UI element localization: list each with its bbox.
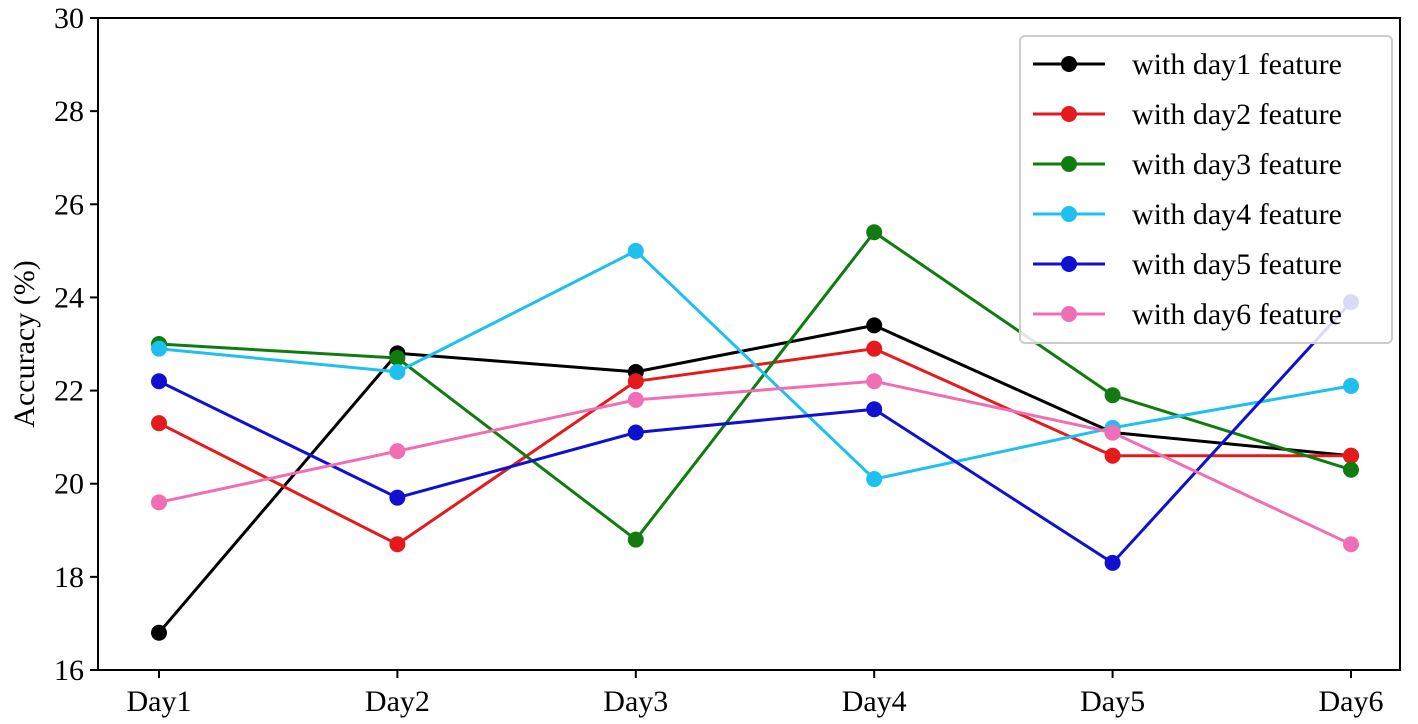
data-point xyxy=(389,363,406,380)
series-line xyxy=(158,379,1352,546)
y-axis-label: Accuracy (%) xyxy=(8,260,41,427)
data-point xyxy=(389,536,406,553)
data-point xyxy=(866,340,883,357)
data-point xyxy=(627,424,644,441)
y-tick-label: 24 xyxy=(54,281,84,314)
legend-marker xyxy=(1061,206,1077,222)
x-tick-label: Day4 xyxy=(842,685,907,718)
data-point xyxy=(1343,447,1359,464)
legend-label: with day2 feature xyxy=(1132,98,1342,131)
x-tick-label: Day3 xyxy=(603,685,668,718)
data-point xyxy=(866,471,883,488)
data-point xyxy=(1343,536,1359,553)
data-point xyxy=(1343,461,1359,478)
data-point xyxy=(866,401,883,418)
plot-frame xyxy=(97,17,1401,671)
y-tick-label: 26 xyxy=(54,188,84,221)
data-point xyxy=(1104,447,1121,464)
data-point xyxy=(389,443,406,460)
data-point xyxy=(151,624,167,641)
legend-label: with day1 feature xyxy=(1132,48,1342,81)
legend-item: with day2 feature xyxy=(1033,98,1342,131)
data-point xyxy=(866,317,883,334)
legend-item: with day1 feature xyxy=(1033,48,1342,81)
x-tick-label: Day1 xyxy=(127,685,192,718)
data-point xyxy=(151,415,167,432)
data-point xyxy=(627,373,644,390)
data-point xyxy=(1343,377,1359,394)
legend-marker xyxy=(1061,56,1077,72)
legend-label: with day3 feature xyxy=(1132,148,1342,181)
legend-label: with day4 feature xyxy=(1132,198,1342,231)
legend-marker xyxy=(1061,156,1077,172)
y-tick-label: 30 xyxy=(54,2,84,35)
series-line xyxy=(158,230,1352,542)
series-line xyxy=(157,323,1352,634)
y-tick-label: 28 xyxy=(54,95,84,128)
data-point xyxy=(627,391,644,408)
series-line xyxy=(158,249,1352,481)
legend-label: with day6 feature xyxy=(1132,298,1342,331)
series-6 xyxy=(151,373,1359,553)
x-tick-label: Day6 xyxy=(1319,685,1384,718)
series-line xyxy=(158,347,1351,546)
legend-marker xyxy=(1061,256,1077,272)
data-point xyxy=(389,489,406,506)
data-point xyxy=(1104,424,1121,441)
legend-label: with day5 feature xyxy=(1132,248,1342,281)
series-2 xyxy=(151,340,1359,553)
legend-marker xyxy=(1061,306,1077,322)
legend-item: with day3 feature xyxy=(1033,148,1342,181)
data-point xyxy=(1104,554,1121,571)
series-5 xyxy=(151,294,1359,571)
y-tick-label: 16 xyxy=(54,654,84,687)
data-point xyxy=(151,373,167,390)
axis-ticks: Day1 Day2 Day3 Day4 Day5 Day6 16 18 20 22 24 26 28 30 xyxy=(54,2,1383,718)
data-point xyxy=(151,340,167,357)
data-point xyxy=(1104,387,1121,404)
data-point xyxy=(151,494,167,511)
y-tick-label: 18 xyxy=(54,561,84,594)
x-tick-label: Day5 xyxy=(1080,685,1145,718)
data-point xyxy=(389,349,406,366)
legend-item: with day6 feature xyxy=(1033,298,1342,331)
legend: with day1 feature with day2 feature with d… xyxy=(1019,35,1393,344)
data-point xyxy=(866,224,883,241)
legend-item: with day5 feature xyxy=(1033,248,1342,281)
legend-item: with day4 feature xyxy=(1033,198,1342,231)
y-tick-label: 22 xyxy=(54,375,84,408)
legend-box xyxy=(1019,35,1393,344)
data-point xyxy=(627,242,644,259)
series-layer xyxy=(151,224,1359,641)
data-point xyxy=(866,373,883,390)
x-tick-label: Day2 xyxy=(365,685,430,718)
legend-marker xyxy=(1061,106,1077,122)
data-point xyxy=(627,531,644,548)
series-line xyxy=(158,301,1353,565)
y-tick-label: 20 xyxy=(54,468,84,501)
